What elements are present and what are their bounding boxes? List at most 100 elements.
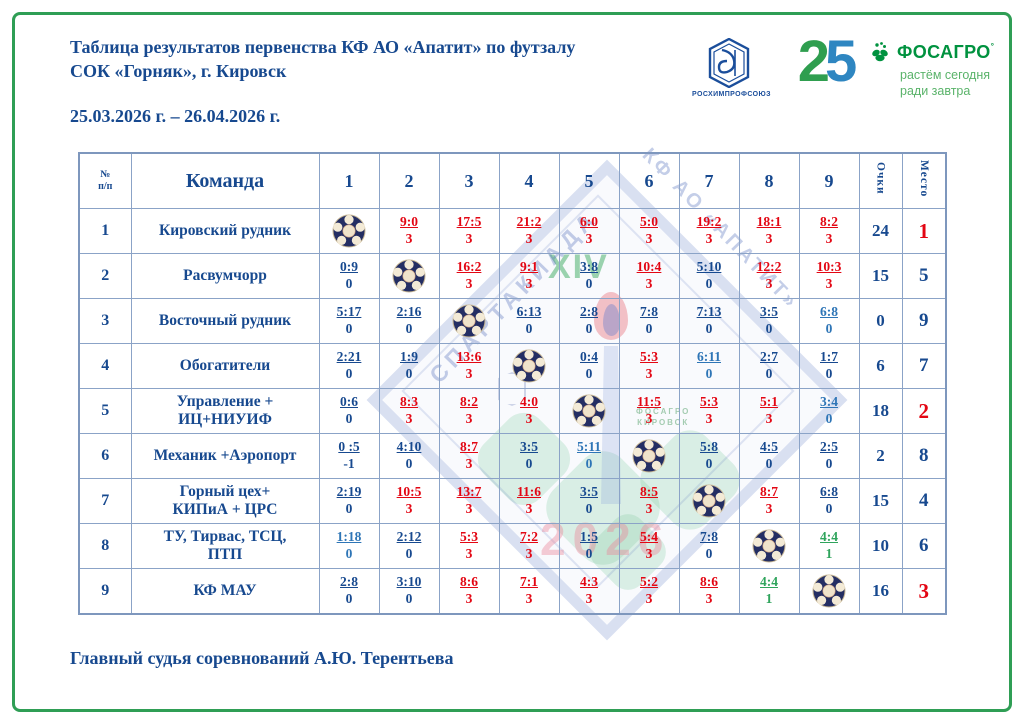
result-cell: 5:3 3 — [678, 388, 740, 434]
result-cell: 4:5 0 — [738, 433, 800, 479]
place-cell: 9 — [901, 298, 947, 344]
table-body: 1 Кировский рудник 9:0 3 17:5 3 21:2 3 6:0 3 5:0… — [78, 208, 947, 615]
header-row: № п/п Команда 1 2 3 4 5 6 7 8 9 Очки Место — [78, 152, 947, 209]
union-logo-caption: РОСХИМПРОФСОЮЗ — [692, 91, 771, 98]
soccer-ball-icon — [332, 214, 366, 248]
soccer-ball-icon — [812, 574, 846, 608]
row-number-cell: 3 — [78, 298, 132, 344]
col-header-round-1: 1 — [318, 152, 380, 209]
team-row: 8 ТУ, Тирвас, ТСЦ, ПТП 1:18 0 2:12 0 5:3 3 7:2 3 1… — [78, 523, 947, 569]
self-match-cell — [678, 478, 740, 524]
team-name-cell: Механик +Аэропорт — [130, 433, 320, 479]
col-header-round-8: 8 — [738, 152, 800, 209]
anniversary-digit: 5 — [825, 29, 857, 94]
points-cell: 18 — [858, 388, 903, 434]
soccer-ball-icon — [572, 394, 606, 428]
place-cell: 8 — [901, 433, 947, 479]
col-header-round-7: 7 — [678, 152, 740, 209]
result-cell: 1:5 0 — [558, 523, 620, 569]
points-cell: 6 — [858, 343, 903, 389]
result-cell: 13:7 3 — [438, 478, 500, 524]
result-cell: 2:5 0 — [798, 433, 860, 479]
result-cell: 8:6 3 — [678, 568, 740, 615]
anniversary-digit: 2 — [797, 29, 830, 94]
result-cell: 7:8 0 — [618, 298, 680, 344]
soccer-ball-icon — [392, 259, 426, 293]
result-cell: 2:21 0 — [318, 343, 380, 389]
result-cell: 5:4 3 — [618, 523, 680, 569]
col-header-round-9: 9 — [798, 152, 860, 209]
row-number-cell: 5 — [78, 388, 132, 434]
result-cell: 11:5 3 — [618, 388, 680, 434]
result-cell: 2:12 0 — [378, 523, 440, 569]
result-cell: 6:8 0 — [798, 478, 860, 524]
result-cell: 9:0 3 — [378, 208, 440, 254]
union-emblem-icon — [708, 38, 750, 88]
result-cell: 5:2 3 — [618, 568, 680, 615]
soccer-ball-icon — [632, 439, 666, 473]
place-cell: 1 — [901, 208, 947, 254]
phosagro-flower-icon — [872, 42, 888, 62]
result-cell: 4:4 1 — [798, 523, 860, 569]
result-cell: 8:3 3 — [378, 388, 440, 434]
self-match-cell — [798, 568, 860, 615]
place-cell: 7 — [901, 343, 947, 389]
result-cell: 8:7 3 — [438, 433, 500, 479]
result-cell: 8:5 3 — [618, 478, 680, 524]
col-header-num: № п/п — [78, 152, 132, 209]
result-cell: 5:1 3 — [738, 388, 800, 434]
result-cell: 5:11 0 — [558, 433, 620, 479]
union-logo: РОСХИМПРОФСОЮЗ — [692, 38, 771, 98]
result-cell: 19:2 3 — [678, 208, 740, 254]
tournament-dates: 25.03.2026 г. – 26.04.2026 г. — [70, 106, 281, 126]
result-cell: 5:3 3 — [618, 343, 680, 389]
points-cell: 10 — [858, 523, 903, 569]
result-cell: 11:6 3 — [498, 478, 560, 524]
result-cell: 2:8 0 — [558, 298, 620, 344]
place-cell: 4 — [901, 478, 947, 524]
result-cell: 17:5 3 — [438, 208, 500, 254]
team-row: 9 КФ МАУ 2:8 0 3:10 0 8:6 3 7:1 3 4:3 3 5:2 3 8:6 3 4:4… — [78, 568, 947, 615]
team-row: 2 Расвумчорр 0:9 0 16:2 3 9:1 3 3:8 0 10:4 3 5:10 0… — [78, 253, 947, 299]
col-header-team: Команда — [130, 152, 320, 209]
result-cell: 18:1 3 — [738, 208, 800, 254]
result-cell: 6:11 0 — [678, 343, 740, 389]
self-match-cell — [378, 253, 440, 299]
anniversary-25-logo: 25 — [786, 30, 864, 94]
soccer-ball-icon — [692, 484, 726, 518]
result-cell: 7:2 3 — [498, 523, 560, 569]
title-line1: Таблица результатов первенства КФ АО «Ап… — [70, 37, 576, 57]
result-cell: 10:3 3 — [798, 253, 860, 299]
result-cell: 21:2 3 — [498, 208, 560, 254]
result-cell: 0:6 0 — [318, 388, 380, 434]
place-cell: 5 — [901, 253, 947, 299]
soccer-ball-icon — [452, 304, 486, 338]
self-match-cell — [618, 433, 680, 479]
team-name-cell: Управление + ИЦ+НИУИФ — [130, 388, 320, 434]
phosagro-brand-text: ФОСАГРО° — [897, 41, 995, 62]
soccer-ball-icon — [512, 349, 546, 383]
result-cell: 6:13 0 — [498, 298, 560, 344]
self-match-cell — [558, 388, 620, 434]
result-cell: 2:8 0 — [318, 568, 380, 615]
place-cell: 3 — [901, 568, 947, 615]
team-name-cell: Восточный рудник — [130, 298, 320, 344]
col-header-round-5: 5 — [558, 152, 620, 209]
row-number-cell: 9 — [78, 568, 132, 615]
col-header-round-3: 3 — [438, 152, 500, 209]
points-cell: 15 — [858, 253, 903, 299]
place-cell: 2 — [901, 388, 947, 434]
team-name-cell: Кировский рудник — [130, 208, 320, 254]
result-cell: 8:2 3 — [798, 208, 860, 254]
result-cell: 4:4 1 — [738, 568, 800, 615]
team-row: 7 Горный цех+ КИПиА + ЦРС 2:19 0 10:5 3 13:7 3 1… — [78, 478, 947, 524]
col-header-round-2: 2 — [378, 152, 440, 209]
result-cell: 4:0 3 — [498, 388, 560, 434]
col-header-round-6: 6 — [618, 152, 680, 209]
team-row: 4 Обогатители 2:21 0 1:9 0 13:6 3 0:4 0 5:3 3 6:11… — [78, 343, 947, 389]
result-cell: 4:10 0 — [378, 433, 440, 479]
self-match-cell — [498, 343, 560, 389]
result-cell: 13:6 3 — [438, 343, 500, 389]
result-cell: 4:3 3 — [558, 568, 620, 615]
